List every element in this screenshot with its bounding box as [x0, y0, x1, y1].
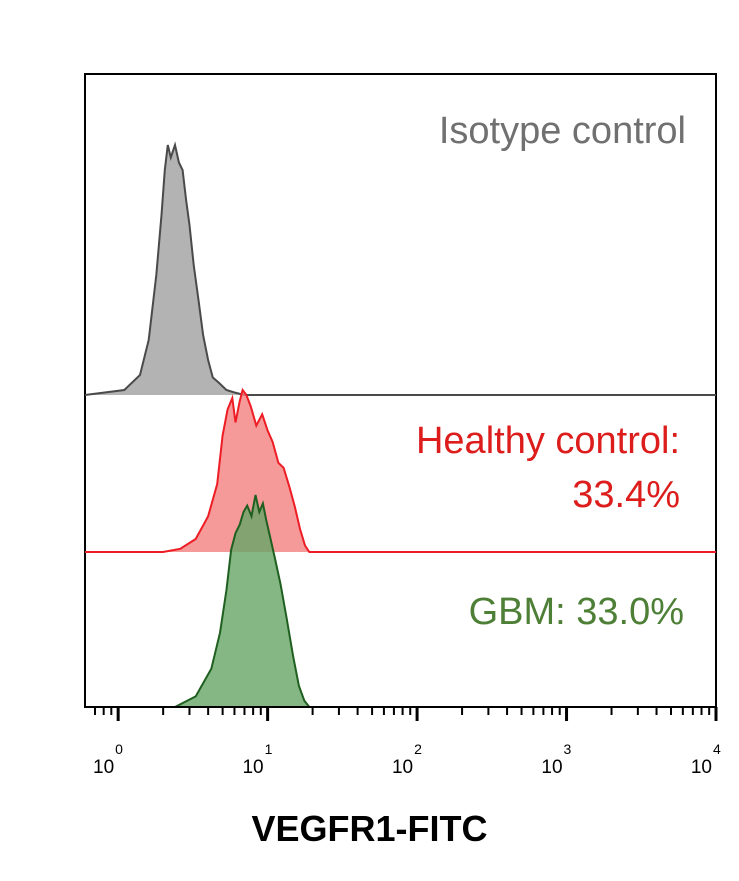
x-tick-label-exponent: 1: [265, 741, 273, 757]
series-label-healthy: 33.4%: [572, 474, 680, 516]
x-tick-label-base: 10: [93, 757, 114, 778]
histogram-line-gbm: [85, 494, 716, 708]
histogram-line-isotype: [84, 141, 716, 396]
histogram-fill-gbm: [85, 495, 716, 707]
series-label-isotype: Isotype control: [439, 110, 686, 152]
histogram-line-healthy: [85, 387, 716, 553]
x-axis-label: VEGFR1-FITC: [251, 808, 488, 849]
x-tick-label-exponent: 2: [414, 741, 422, 757]
x-tick-label-base: 10: [392, 757, 413, 778]
x-tick-label-exponent: 0: [115, 741, 123, 757]
series-label-gbm: GBM: 33.0%: [469, 591, 684, 633]
x-tick-label-exponent: 3: [564, 741, 572, 757]
x-tick-label-base: 10: [242, 757, 263, 778]
histogram-fill-healthy: [85, 390, 716, 552]
x-tick-label-base: 10: [691, 757, 712, 778]
series-label-healthy: Healthy control:: [416, 420, 680, 462]
x-tick-label-exponent: 4: [713, 741, 721, 757]
x-tick-label-base: 10: [541, 757, 562, 778]
histogram-fill-isotype: [85, 145, 716, 395]
